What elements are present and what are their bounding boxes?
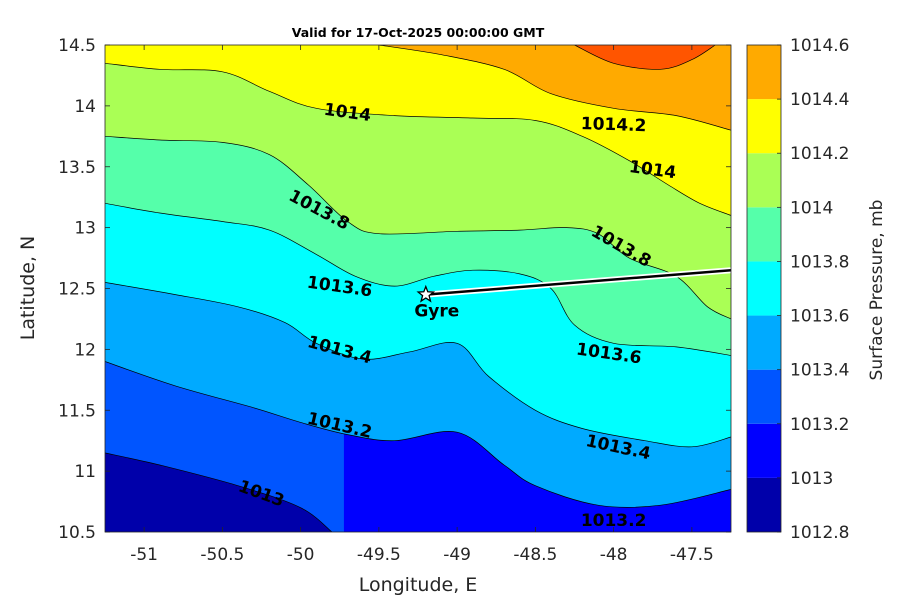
contour-label: 1013.2 — [581, 511, 647, 531]
colorbar-tick-label: 1013.2 — [790, 415, 849, 435]
marker-label: Gyre — [414, 302, 459, 322]
colorbar-swatch — [747, 207, 781, 262]
colorbar-swatch — [747, 153, 781, 208]
colorbar: 1012.8 1013 1013.2 1013.4 1013.6 1013.8 1014 10… — [746, 36, 849, 543]
colorbar-tick-label: 1013.4 — [790, 361, 849, 381]
x-tick-label: -47.5 — [670, 545, 714, 565]
contour-line — [105, 361, 731, 508]
colorbar-swatch — [747, 315, 781, 370]
colorbar-tick-label: 1014.6 — [790, 36, 849, 56]
colorbar-frame — [746, 44, 782, 533]
x-axis-ticks: -51 -50.5 -50 -49.5 -49 -48.5 -48 -47.5 — [130, 45, 714, 565]
y-tick-label: 10.5 — [58, 523, 96, 543]
x-tick-label: -48 — [600, 545, 628, 565]
contour-line — [378, 45, 731, 131]
x-tick-label: -48.5 — [513, 545, 557, 565]
x-axis-label: Longitude, E — [359, 574, 478, 596]
colorbar-tick-label: 1014 — [790, 198, 833, 218]
contour-label: 1014.2 — [580, 114, 646, 136]
contour-line — [105, 282, 731, 448]
y-axis-label: Latitude, N — [17, 236, 39, 341]
colorbar-tick-label: 1014.4 — [790, 90, 849, 110]
track-group: Gyre — [414, 267, 731, 322]
colorbar-swatch — [747, 99, 781, 154]
y-tick-label: 14 — [74, 97, 96, 117]
colorbar-swatch — [747, 423, 781, 478]
contour-line — [105, 62, 731, 216]
x-tick-label: -50 — [287, 545, 315, 565]
y-tick-label: 14.5 — [58, 36, 96, 56]
colorbar-tick-label: 1012.8 — [790, 523, 849, 543]
colorbar-tick-label: 1013.8 — [790, 252, 849, 272]
colorbar-tick-label: 1013.6 — [790, 307, 849, 327]
contour-lines — [105, 45, 731, 532]
colorbar-swatch — [747, 369, 781, 424]
star-icon — [416, 284, 436, 303]
x-tick-label: -51 — [130, 545, 158, 565]
y-tick-label: 13 — [74, 219, 96, 239]
contour-fill-band — [562, 45, 728, 70]
x-tick-label: -49.5 — [357, 545, 401, 565]
y-tick-label: 11 — [74, 462, 96, 482]
y-tick-label: 11.5 — [58, 401, 96, 421]
contour-fills — [105, 45, 731, 532]
colorbar-swatch — [747, 45, 781, 100]
colorbar-tick-label: 1013 — [790, 469, 833, 489]
track-line — [425, 268, 731, 296]
y-tick-label: 12.5 — [58, 280, 96, 300]
colorbar-tick-label: 1014.2 — [790, 144, 849, 164]
x-tick-label: -50.5 — [200, 545, 244, 565]
colorbar-swatch — [747, 261, 781, 316]
chart-title: Valid for 17-Oct-2025 00:00:00 GMT — [292, 25, 545, 40]
y-axis-ticks: 10.5 11 11.5 12 12.5 13 13.5 14 14.5 — [58, 36, 731, 543]
contour-fill-band — [105, 452, 332, 532]
contour-line — [105, 202, 731, 356]
y-tick-label: 13.5 — [58, 158, 96, 178]
colorbar-swatch — [747, 477, 781, 532]
y-tick-label: 12 — [74, 340, 96, 360]
x-tick-label: -49 — [443, 545, 471, 565]
contour-line — [574, 45, 716, 70]
colorbar-label: Surface Pressure, mb — [867, 200, 887, 381]
contour-line — [105, 452, 333, 532]
contour-line — [105, 135, 731, 320]
